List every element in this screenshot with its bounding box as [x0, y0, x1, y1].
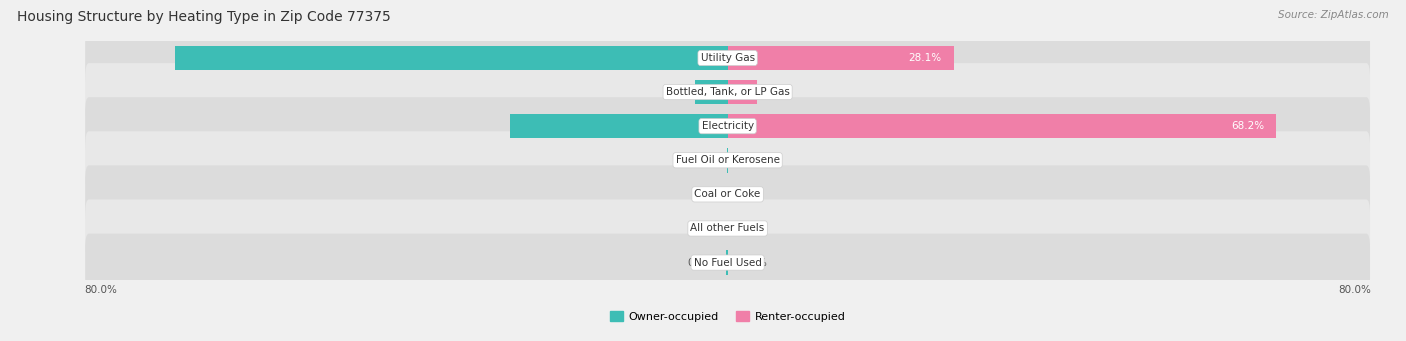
Text: 80.0%: 80.0% — [1339, 285, 1371, 295]
Text: Electricity: Electricity — [702, 121, 754, 131]
Text: 3.7%: 3.7% — [763, 87, 790, 97]
Bar — [696, 80, 728, 104]
Text: 0.0%: 0.0% — [734, 155, 761, 165]
Text: 0.0%: 0.0% — [695, 189, 721, 199]
Text: 80.0%: 80.0% — [84, 285, 117, 295]
Text: 0.0%: 0.0% — [734, 189, 761, 199]
Text: Source: ZipAtlas.com: Source: ZipAtlas.com — [1278, 10, 1389, 20]
Text: 0.0%: 0.0% — [734, 223, 761, 234]
Text: 28.1%: 28.1% — [908, 53, 942, 63]
Bar — [728, 46, 953, 70]
Text: 68.7%: 68.7% — [716, 53, 748, 63]
Bar — [728, 114, 1277, 138]
FancyBboxPatch shape — [86, 131, 1369, 189]
Text: No Fuel Used: No Fuel Used — [693, 257, 762, 268]
FancyBboxPatch shape — [86, 165, 1369, 223]
Bar — [510, 114, 728, 138]
Legend: Owner-occupied, Renter-occupied: Owner-occupied, Renter-occupied — [606, 307, 849, 327]
Text: Fuel Oil or Kerosene: Fuel Oil or Kerosene — [676, 155, 779, 165]
Text: 27.1%: 27.1% — [716, 121, 748, 131]
Text: Housing Structure by Heating Type in Zip Code 77375: Housing Structure by Heating Type in Zip… — [17, 10, 391, 24]
Text: 4.0%: 4.0% — [662, 87, 689, 97]
Text: Bottled, Tank, or LP Gas: Bottled, Tank, or LP Gas — [665, 87, 790, 97]
Text: 0.1%: 0.1% — [695, 155, 720, 165]
FancyBboxPatch shape — [86, 29, 1369, 87]
FancyBboxPatch shape — [86, 199, 1369, 257]
Text: 0.0%: 0.0% — [695, 223, 721, 234]
Text: 0.15%: 0.15% — [688, 257, 720, 268]
Bar — [176, 46, 728, 70]
FancyBboxPatch shape — [86, 97, 1369, 155]
Text: 0.09%: 0.09% — [735, 257, 768, 268]
FancyBboxPatch shape — [86, 63, 1369, 121]
FancyBboxPatch shape — [86, 234, 1369, 292]
Text: All other Fuels: All other Fuels — [690, 223, 765, 234]
Text: Coal or Coke: Coal or Coke — [695, 189, 761, 199]
Text: Utility Gas: Utility Gas — [700, 53, 755, 63]
Text: 68.2%: 68.2% — [1230, 121, 1264, 131]
Bar — [728, 80, 758, 104]
